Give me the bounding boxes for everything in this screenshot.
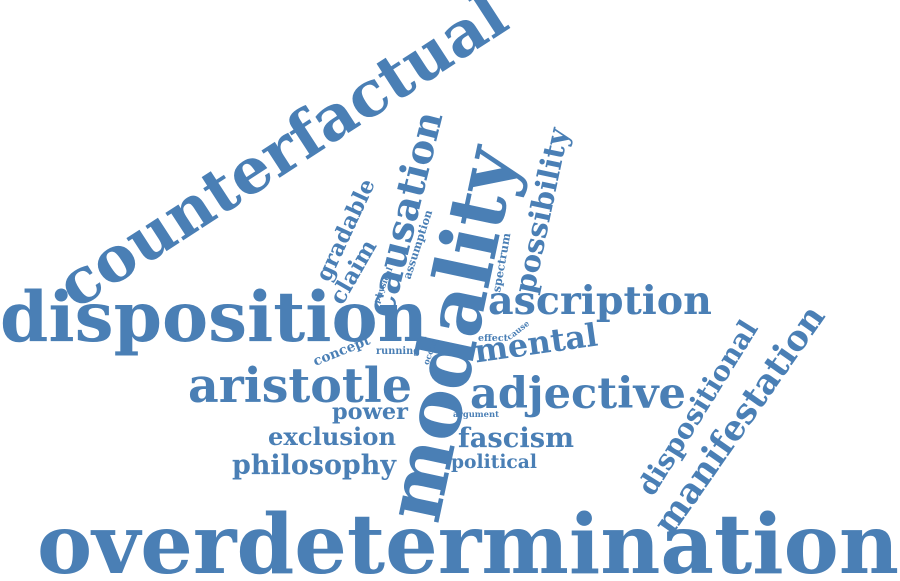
word-argument: argument [453,409,499,419]
word-disposition: disposition [0,276,428,358]
word-fascism: fascism [458,421,574,454]
word-overdetermination: overdetermination [37,494,899,581]
word-running: running [376,346,421,357]
word-aristotle: aristotle [188,357,412,414]
word-adjective: adjective [470,368,686,419]
word-effect: effect [478,332,508,344]
word-philosophy: philosophy [232,449,396,481]
word-ascription: ascription [488,278,712,324]
word-power: power [332,399,408,425]
word-political: political [451,450,537,473]
word-exclusion: exclusion [268,422,396,451]
